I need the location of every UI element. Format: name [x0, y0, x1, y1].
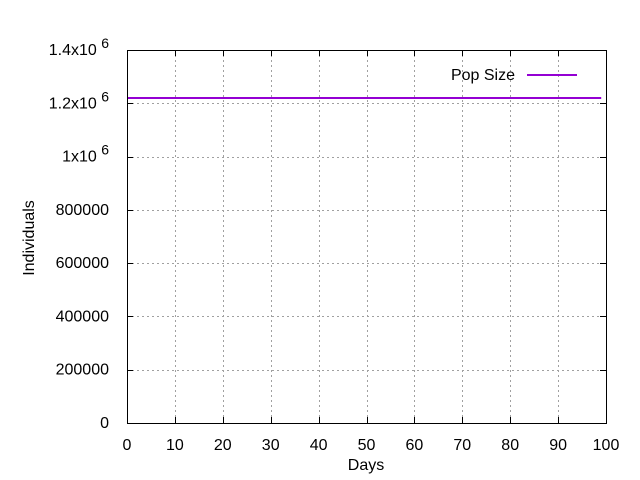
x-tick-label: 70 [453, 437, 471, 454]
x-tick-label: 0 [123, 437, 132, 454]
y-tick-label: 400000 [56, 308, 109, 325]
x-tick-label: 80 [501, 437, 519, 454]
y-tick-label: 200000 [56, 362, 109, 379]
x-tick-label: 100 [593, 437, 620, 454]
legend: Pop Size [451, 67, 577, 84]
grid-lines [127, 50, 606, 423]
y-tick-label: 1.4x10 6 [49, 35, 109, 59]
x-tick-label: 60 [406, 437, 424, 454]
x-tick-label: 40 [310, 437, 328, 454]
y-tick-label: 600000 [56, 255, 109, 272]
y-tick-labels: 0 200000 400000 600000 800000 1x10 6 1.2x10 6 1… [49, 35, 109, 432]
y-tick-label: 1.2x10 6 [49, 88, 109, 112]
legend-label: Pop Size [451, 67, 515, 84]
y-tick-label: 0 [100, 415, 109, 432]
y-tick-label: 800000 [56, 202, 109, 219]
x-tick-label: 30 [262, 437, 280, 454]
axis-ticks [127, 50, 607, 424]
x-tick-labels: 0 10 20 30 40 50 60 70 80 90 100 [123, 437, 620, 454]
x-tick-label: 90 [549, 437, 567, 454]
x-tick-label: 50 [358, 437, 376, 454]
y-tick-label: 1x10 6 [62, 142, 109, 166]
y-axis-label: Individuals [21, 200, 38, 276]
x-axis-label: Days [348, 457, 384, 474]
x-tick-label: 20 [214, 437, 232, 454]
x-tick-label: 10 [166, 437, 184, 454]
